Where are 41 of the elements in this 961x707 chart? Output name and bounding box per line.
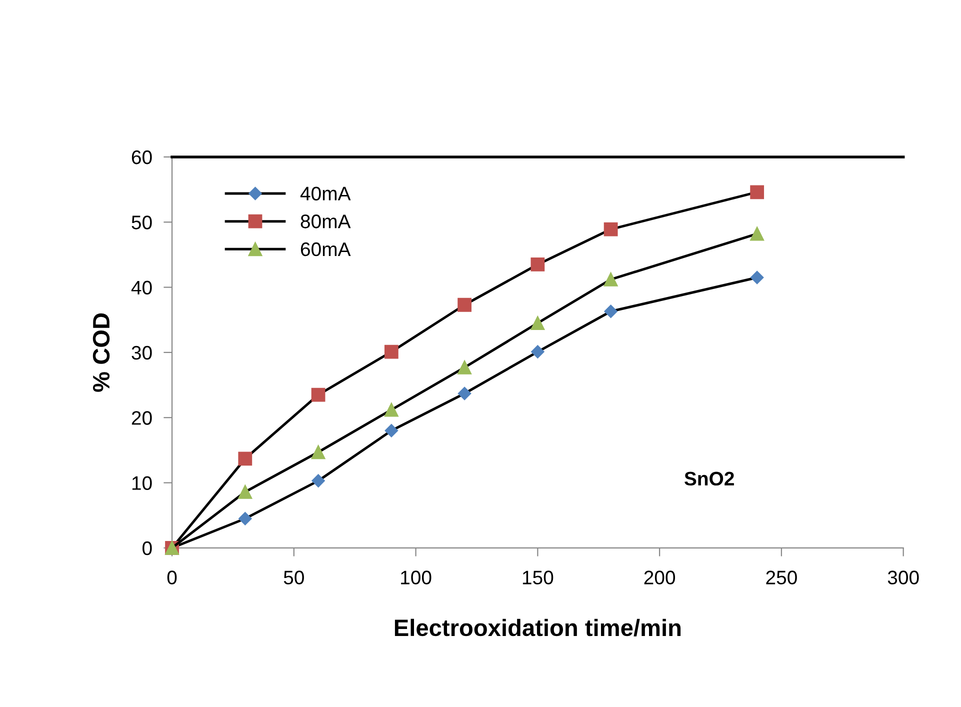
point (238, 484, 252, 499)
point (604, 222, 618, 236)
x-tick-label: 150 (522, 570, 554, 584)
y-tick-label: 60 (132, 150, 152, 164)
point (458, 298, 472, 312)
x-tick-label: 200 (644, 570, 676, 584)
point (604, 272, 618, 286)
point (604, 304, 618, 318)
point (311, 445, 326, 460)
y-tick-label: 40 (131, 280, 152, 295)
point (530, 316, 545, 330)
point (384, 402, 398, 417)
point (384, 424, 398, 438)
x-tick-label: 50 (284, 570, 304, 584)
point (238, 452, 252, 466)
annotation: SnO2 (684, 472, 734, 486)
point (311, 388, 326, 402)
point (458, 386, 472, 400)
legend-label: 80mA (300, 214, 351, 228)
y-tick-label: 50 (132, 216, 152, 230)
y-tick-label: 30 (132, 346, 152, 360)
x-axis-title: Electrooxidation time/min (394, 618, 681, 636)
point (530, 258, 545, 272)
point (750, 226, 764, 241)
y-tick-label: 0 (142, 541, 152, 556)
x-tick-label: 0 (167, 570, 177, 584)
legend-label: 40mA (300, 186, 351, 200)
point (750, 185, 764, 200)
y-axis-title: % COD (92, 313, 110, 392)
point (312, 474, 325, 488)
point (531, 345, 544, 358)
y-tick-label: 20 (132, 411, 152, 425)
x-tick-label: 250 (766, 570, 797, 584)
y-tick-label: 10 (132, 476, 152, 490)
x-tick-label: 100 (401, 570, 432, 584)
point (750, 270, 764, 284)
x-tick-label: 300 (888, 570, 919, 584)
point (458, 360, 472, 374)
point (238, 512, 252, 526)
point (384, 344, 398, 359)
legend-label: 60mA (300, 242, 351, 256)
